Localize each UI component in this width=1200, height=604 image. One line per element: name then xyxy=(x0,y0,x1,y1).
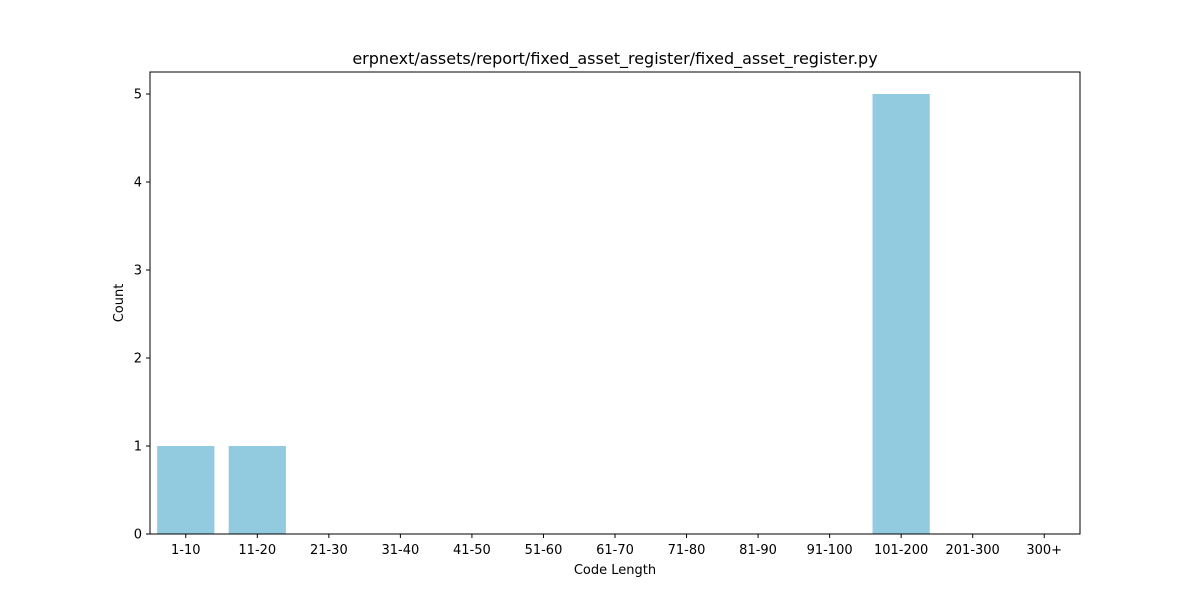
chart-title: erpnext/assets/report/fixed_asset_regist… xyxy=(352,49,877,69)
y-axis-label: Count xyxy=(112,284,127,323)
x-tick-label: 21-30 xyxy=(310,543,348,558)
bar-101-200 xyxy=(872,94,930,534)
x-tick-label: 11-20 xyxy=(238,543,276,558)
y-tick-label: 1 xyxy=(134,440,142,455)
bar-1-10 xyxy=(157,446,215,534)
axes-layer: 1-10 11-20 21-30 31-40 41-50 51-60 61-70 71-80 8… xyxy=(134,88,1062,559)
y-tick-label: 0 xyxy=(134,528,142,543)
x-tick-label: 91-100 xyxy=(807,543,853,558)
y-tick-label: 5 xyxy=(134,88,142,103)
bar-11-20 xyxy=(228,446,286,534)
bars-layer xyxy=(157,94,930,534)
x-tick-label: 31-40 xyxy=(381,543,419,558)
x-tick-label: 201-300 xyxy=(946,543,1000,558)
x-tick-label: 61-70 xyxy=(596,543,634,558)
plot-frame xyxy=(149,71,1081,535)
x-tick-label: 1-10 xyxy=(171,543,201,558)
x-tick-label: 51-60 xyxy=(525,543,563,558)
y-tick-label: 2 xyxy=(134,352,142,367)
x-tick-label: 71-80 xyxy=(668,543,706,558)
x-tick-label: 81-90 xyxy=(739,543,777,558)
y-tick-label: 4 xyxy=(134,176,142,191)
x-tick-label: 101-200 xyxy=(874,543,928,558)
x-tick-label: 41-50 xyxy=(453,543,491,558)
x-tick-label: 300+ xyxy=(1026,543,1062,558)
x-axis-label: Code Length xyxy=(574,563,656,578)
y-tick-label: 3 xyxy=(134,264,142,279)
